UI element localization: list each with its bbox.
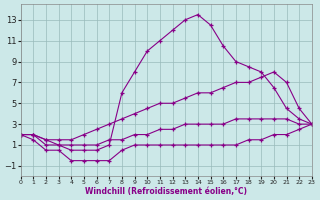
X-axis label: Windchill (Refroidissement éolien,°C): Windchill (Refroidissement éolien,°C) [85,187,247,196]
